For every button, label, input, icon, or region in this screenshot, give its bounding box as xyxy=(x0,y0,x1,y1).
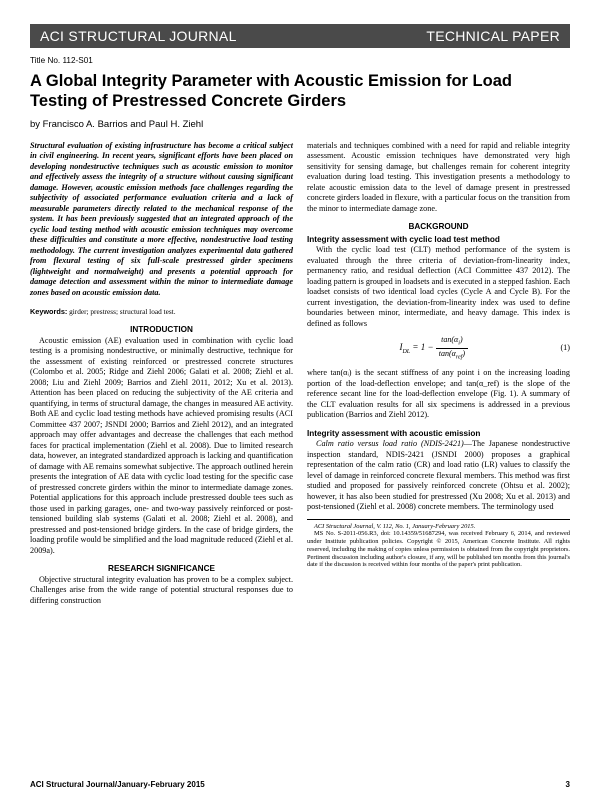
equation-1: IDL = 1 − tan(αi)tan(αref) (1) xyxy=(307,336,570,360)
heading-background: BACKGROUND xyxy=(307,222,570,233)
eq-sub: DL xyxy=(402,349,410,355)
intro-paragraph: Acoustic emission (AE) evaluation used i… xyxy=(30,336,293,557)
footnote-block: ACI Structural Journal, V. 112, No. 1, J… xyxy=(307,519,570,569)
keywords-line: Keywords: girder; prestress; structural … xyxy=(30,307,293,316)
subheading-clt: Integrity assessment with cyclic load te… xyxy=(307,235,570,246)
banner-right: TECHNICAL PAPER xyxy=(426,28,560,44)
ae-paragraph: Calm ratio versus load ratio (NDIS-2421)… xyxy=(307,439,570,513)
keywords-text: girder; prestress; structural load test. xyxy=(67,307,175,316)
research-paragraph: Objective structural integrity evaluatio… xyxy=(30,575,293,607)
eq-fraction: tan(αi)tan(αref) xyxy=(436,336,468,360)
body-columns: Structural evaluation of existing infras… xyxy=(30,141,570,607)
clt-paragraph: With the cyclic load test (CLT) method p… xyxy=(307,245,570,329)
footer-left: ACI Structural Journal/January-February … xyxy=(30,780,205,789)
after-eq-paragraph: where tan(αᵢ) is the secant stiffness of… xyxy=(307,368,570,421)
page-footer: ACI Structural Journal/January-February … xyxy=(30,780,570,789)
heading-introduction: INTRODUCTION xyxy=(30,325,293,336)
ae-runin: Calm ratio versus load ratio (NDIS-2421) xyxy=(316,439,464,448)
eq-bot-end: ) xyxy=(462,349,465,358)
banner-left: ACI STRUCTURAL JOURNAL xyxy=(40,28,237,44)
eq-top-end: ) xyxy=(460,335,463,344)
eq-bot: tan(α xyxy=(439,349,456,358)
equation-number: (1) xyxy=(560,343,570,354)
authors: by Francisco A. Barrios and Paul H. Zieh… xyxy=(30,119,570,130)
abstract: Structural evaluation of existing infras… xyxy=(30,141,293,299)
footnote-line1: ACI Structural Journal, V. 112, No. 1, J… xyxy=(307,523,570,531)
heading-research-significance: RESEARCH SIGNIFICANCE xyxy=(30,564,293,575)
keywords-label: Keywords: xyxy=(30,307,67,316)
ae-text: —The Japanese nondestructive inspection … xyxy=(307,439,570,511)
title-number: Title No. 112-S01 xyxy=(30,56,570,65)
footer-page-number: 3 xyxy=(566,780,570,789)
footnote-1: ACI Structural Journal, V. 112, No. 1, J… xyxy=(314,523,475,530)
eq-top: tan(α xyxy=(441,335,458,344)
eq-mid: = 1 − xyxy=(410,342,436,352)
equation-formula: IDL = 1 − tan(αi)tan(αref) xyxy=(307,336,560,360)
journal-banner: ACI STRUCTURAL JOURNAL TECHNICAL PAPER xyxy=(30,24,570,48)
footnote-line2: MS No. S-2011-056.R3, doi: 10.14359/5168… xyxy=(307,530,570,568)
subheading-ae: Integrity assessment with acoustic emiss… xyxy=(307,429,570,440)
col2-lead-paragraph: materials and techniques combined with a… xyxy=(307,141,570,215)
paper-title: A Global Integrity Parameter with Acoust… xyxy=(30,72,570,112)
